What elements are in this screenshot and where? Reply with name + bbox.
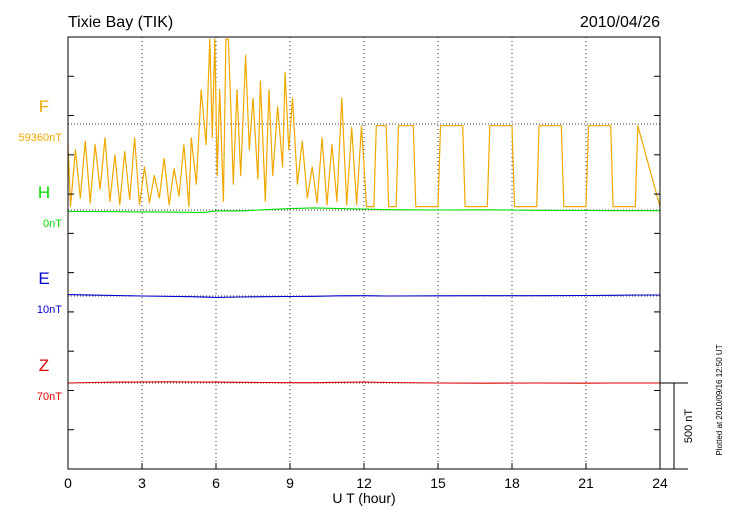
x-tick-label-18: 18: [504, 475, 520, 491]
series-baseline-f: 59360nT: [19, 132, 63, 144]
series-name-h: H: [38, 183, 50, 202]
series-baseline-e: 10nT: [37, 304, 62, 316]
series-baseline-z: 70nT: [37, 391, 62, 403]
series-baseline-h: 0nT: [43, 218, 62, 230]
x-tick-label-15: 15: [430, 475, 446, 491]
chart-title: Tixie Bay (TIK): [68, 14, 173, 31]
series-line-e: [67, 294, 660, 298]
x-tick-label-24: 24: [652, 475, 668, 491]
series-line-f: [67, 38, 661, 208]
scale-bar-label: 500 nT: [683, 409, 695, 444]
x-tick-label-9: 9: [286, 475, 294, 491]
series-name-f: F: [39, 97, 49, 116]
x-tick-label-0: 0: [64, 475, 72, 491]
x-tick-label-6: 6: [212, 475, 220, 491]
plotted-note: Plotted at 2010/09/16 12:50 UT: [715, 344, 724, 455]
series-lines: [67, 38, 661, 384]
x-tick-label-12: 12: [356, 475, 372, 491]
series-labels: F 59360nT H 0nT E 10nT Z 70nT: [19, 97, 63, 403]
x-axis-label: U T (hour): [332, 490, 395, 506]
x-tick-label-21: 21: [578, 475, 594, 491]
series-line-h: [67, 207, 660, 213]
chart-date: 2010/04/26: [580, 14, 660, 31]
scale-bar: 500 nT: [660, 382, 695, 470]
series-line-z: [67, 381, 660, 384]
series-name-z: Z: [39, 356, 49, 375]
y-ticks: [68, 75, 660, 431]
grid-lines: [141, 37, 587, 469]
series-name-e: E: [38, 269, 49, 288]
x-axis: 0 3 6 9 12 15 18 21 24: [64, 463, 668, 491]
x-tick-label-3: 3: [138, 475, 146, 491]
